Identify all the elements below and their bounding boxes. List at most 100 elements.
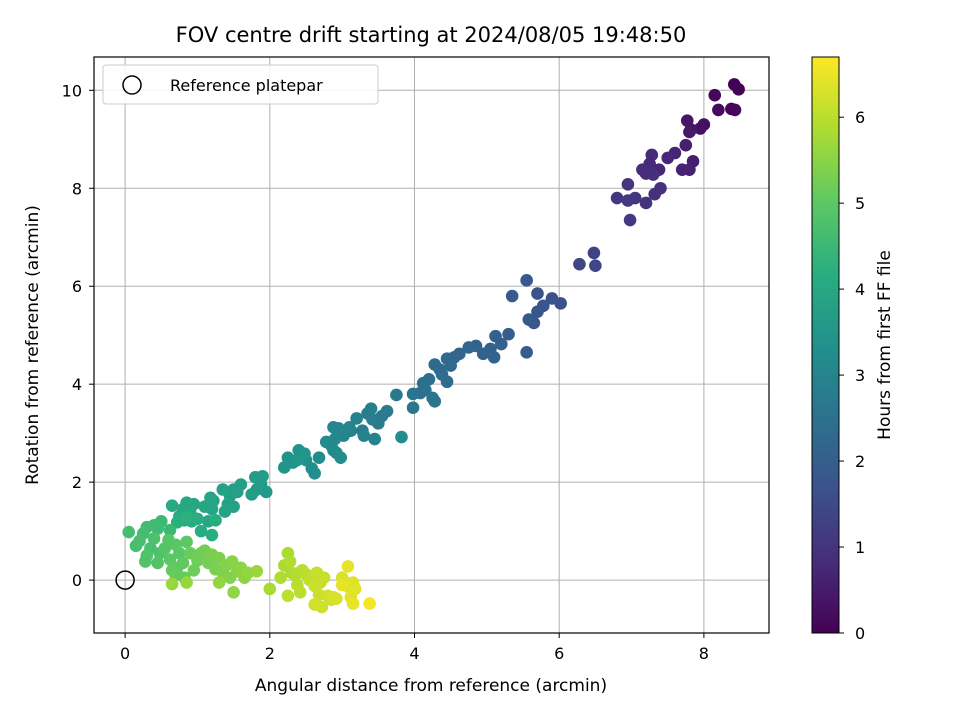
data-point (250, 564, 264, 578)
data-point (380, 404, 394, 418)
data-point (346, 597, 360, 610)
data-point (218, 505, 232, 518)
data-point (335, 578, 349, 592)
data-point (444, 359, 457, 372)
data-point (661, 151, 675, 165)
data-point (639, 196, 653, 210)
reference-marker (115, 570, 135, 590)
data-point (573, 257, 586, 271)
data-point (205, 528, 219, 542)
data-point (147, 532, 161, 545)
data-point (520, 274, 533, 287)
y-tick-label: 10 (62, 81, 82, 100)
data-point (495, 337, 508, 351)
data-point (216, 483, 230, 496)
data-point (129, 539, 143, 553)
data-point (173, 546, 186, 560)
data-point (545, 292, 559, 305)
data-point (163, 523, 177, 537)
data-point (693, 122, 707, 135)
colorbar: 0 1 2 3 4 5 6 Hours from first FF file (811, 56, 895, 643)
y-tick-label: 8 (72, 179, 82, 198)
data-point (198, 500, 211, 513)
data-point (366, 413, 379, 426)
data-point (646, 168, 660, 181)
x-tick-label: 0 (120, 644, 130, 663)
data-point (610, 191, 624, 205)
colorbar-ticks: 0 1 2 3 4 5 6 (839, 108, 865, 643)
data-point (531, 287, 544, 300)
data-point (505, 289, 519, 303)
y-tick-label: 4 (72, 375, 82, 394)
data-point (165, 499, 179, 512)
data-point (623, 213, 637, 227)
data-point (680, 114, 694, 127)
data-point (283, 555, 297, 568)
chart-title: FOV centre drift starting at 2024/08/05 … (176, 23, 687, 47)
x-axis-ticks: 0 2 4 6 8 (120, 633, 709, 663)
data-point (406, 387, 420, 401)
data-point (212, 576, 226, 589)
data-point (587, 246, 601, 260)
data-point (151, 556, 164, 570)
y-tick-label: 0 (72, 571, 82, 590)
x-tick-label: 4 (409, 644, 419, 663)
y-axis-label: Rotation from reference (arcmin) (23, 205, 43, 485)
data-point (621, 178, 635, 191)
data-point (732, 83, 745, 96)
colorbar-gradient (811, 56, 840, 634)
data-point (225, 555, 239, 568)
data-point (675, 163, 689, 176)
data-point (209, 514, 222, 527)
x-axis-label: Angular distance from reference (arcmin) (255, 676, 607, 696)
grid-lines (94, 57, 769, 633)
data-point (712, 103, 725, 117)
colorbar-tick-label: 2 (855, 452, 865, 471)
colorbar-label: Hours from first FF file (875, 250, 895, 440)
data-point (194, 524, 208, 538)
data-point (274, 571, 287, 584)
data-point (308, 467, 321, 480)
x-tick-label: 6 (554, 644, 564, 663)
legend-box (102, 64, 379, 105)
data-point (589, 259, 602, 272)
data-point (679, 138, 693, 152)
data-point (654, 181, 667, 195)
data-point (636, 163, 649, 176)
data-point (191, 512, 204, 526)
data-point (180, 511, 193, 524)
data-point (621, 194, 635, 207)
data-point (249, 470, 262, 484)
y-tick-label: 6 (72, 277, 82, 296)
data-point (176, 556, 190, 570)
data-point (683, 125, 696, 139)
data-point (357, 429, 371, 442)
data-point (263, 582, 277, 596)
data-point (187, 564, 201, 577)
data-point (368, 432, 382, 446)
x-tick-label: 2 (265, 644, 275, 663)
data-point (428, 395, 442, 408)
colorbar-tick-label: 3 (855, 366, 865, 385)
data-point (319, 435, 333, 449)
data-point (308, 598, 321, 611)
data-point (163, 553, 177, 566)
y-tick-label: 2 (72, 473, 82, 492)
data-point (180, 576, 193, 589)
data-point (122, 525, 136, 539)
data-point (293, 586, 307, 599)
data-point (281, 589, 295, 603)
data-point (230, 485, 244, 499)
colorbar-tick-label: 4 (855, 280, 865, 299)
colorbar-tick-label: 6 (855, 108, 865, 127)
data-point (327, 420, 340, 434)
data-point (227, 586, 240, 599)
data-point (330, 592, 343, 606)
data-point (139, 555, 152, 568)
data-point (487, 350, 501, 364)
legend: Reference platepar (102, 64, 379, 105)
colorbar-tick-label: 5 (855, 194, 865, 213)
data-point (531, 305, 544, 318)
data-point (298, 447, 311, 461)
